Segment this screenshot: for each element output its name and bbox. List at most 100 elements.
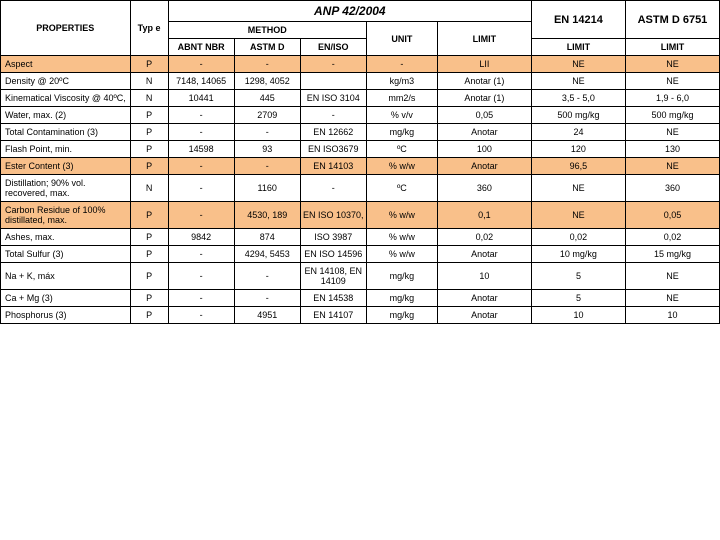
cell-abnt: -: [168, 175, 234, 202]
hdr-limit-en: LIMIT: [531, 39, 625, 56]
hdr-abnt: ABNT NBR: [168, 39, 234, 56]
cell-astmd: 2709: [234, 107, 300, 124]
cell-unit: % w/w: [366, 202, 437, 229]
cell-limit-anp: 0,02: [437, 229, 531, 246]
cell-unit: mg/kg: [366, 307, 437, 324]
cell-property: Distillation; 90% vol. recovered, max.: [1, 175, 131, 202]
cell-unit: kg/m3: [366, 73, 437, 90]
cell-type: P: [130, 141, 168, 158]
cell-property: Aspect: [1, 56, 131, 73]
cell-unit: mm2/s: [366, 90, 437, 107]
cell-property: Density @ 20ºC: [1, 73, 131, 90]
cell-limit-astm: 130: [625, 141, 719, 158]
table-row: Total Contamination (3)P--EN 12662mg/kgA…: [1, 124, 720, 141]
cell-limit-anp: 100: [437, 141, 531, 158]
cell-limit-en: 120: [531, 141, 625, 158]
cell-unit: % w/w: [366, 229, 437, 246]
cell-abnt: -: [168, 158, 234, 175]
cell-limit-anp: 10: [437, 263, 531, 290]
cell-limit-anp: 0,05: [437, 107, 531, 124]
cell-abnt: -: [168, 124, 234, 141]
cell-limit-en: NE: [531, 73, 625, 90]
cell-type: N: [130, 90, 168, 107]
cell-limit-astm: NE: [625, 263, 719, 290]
cell-abnt: -: [168, 107, 234, 124]
cell-abnt: 7148, 14065: [168, 73, 234, 90]
hdr-astm: ASTM D 6751: [625, 1, 719, 39]
table-row: Density @ 20ºCN7148, 140651298, 4052kg/m…: [1, 73, 720, 90]
cell-eniso: EN 14538: [300, 290, 366, 307]
cell-unit: -: [366, 56, 437, 73]
table-row: Phosphorus (3)P-4951EN 14107mg/kgAnotar1…: [1, 307, 720, 324]
cell-abnt: -: [168, 290, 234, 307]
table-row: Na + K, máxP--EN 14108, EN 14109mg/kg105…: [1, 263, 720, 290]
cell-eniso: EN ISO3679: [300, 141, 366, 158]
cell-limit-anp: LII: [437, 56, 531, 73]
cell-unit: mg/kg: [366, 124, 437, 141]
cell-astmd: 1298, 4052: [234, 73, 300, 90]
cell-limit-en: 3,5 - 5,0: [531, 90, 625, 107]
table-row: Ca + Mg (3)P--EN 14538mg/kgAnotar5NE: [1, 290, 720, 307]
table-row: Carbon Residue of 100% distillated, max.…: [1, 202, 720, 229]
cell-type: P: [130, 124, 168, 141]
hdr-properties: PROPERTIES: [1, 1, 131, 56]
cell-limit-astm: 500 mg/kg: [625, 107, 719, 124]
cell-astmd: 874: [234, 229, 300, 246]
cell-type: P: [130, 158, 168, 175]
cell-unit: % w/w: [366, 158, 437, 175]
cell-limit-en: 10: [531, 307, 625, 324]
cell-type: P: [130, 202, 168, 229]
cell-limit-anp: Anotar: [437, 158, 531, 175]
table-header: PROPERTIES Typ e ANP 42/2004 EN 14214 AS…: [1, 1, 720, 56]
cell-type: P: [130, 263, 168, 290]
hdr-astmd: ASTM D: [234, 39, 300, 56]
hdr-anp: ANP 42/2004: [168, 1, 531, 22]
hdr-en14214: EN 14214: [531, 1, 625, 39]
cell-limit-anp: 0,1: [437, 202, 531, 229]
cell-astmd: 93: [234, 141, 300, 158]
cell-limit-astm: NE: [625, 73, 719, 90]
cell-limit-astm: 15 mg/kg: [625, 246, 719, 263]
table-row: Distillation; 90% vol. recovered, max.N-…: [1, 175, 720, 202]
cell-abnt: 9842: [168, 229, 234, 246]
cell-astmd: 4530, 189: [234, 202, 300, 229]
cell-limit-astm: 360: [625, 175, 719, 202]
cell-eniso: [300, 73, 366, 90]
cell-astmd: 445: [234, 90, 300, 107]
hdr-unit: UNIT: [366, 22, 437, 56]
cell-property: Phosphorus (3): [1, 307, 131, 324]
cell-type: P: [130, 307, 168, 324]
cell-property: Na + K, máx: [1, 263, 131, 290]
cell-unit: % w/w: [366, 246, 437, 263]
specs-table: PROPERTIES Typ e ANP 42/2004 EN 14214 AS…: [0, 0, 720, 324]
table-row: Water, max. (2)P-2709-% v/v0,05500 mg/kg…: [1, 107, 720, 124]
cell-eniso: -: [300, 175, 366, 202]
cell-unit: mg/kg: [366, 290, 437, 307]
cell-limit-astm: 0,02: [625, 229, 719, 246]
cell-type: P: [130, 290, 168, 307]
cell-property: Total Sulfur (3): [1, 246, 131, 263]
cell-property: Ester Content (3): [1, 158, 131, 175]
table-row: AspectP----LIINENE: [1, 56, 720, 73]
hdr-limit-astm: LIMIT: [625, 39, 719, 56]
cell-astmd: -: [234, 263, 300, 290]
cell-property: Ashes, max.: [1, 229, 131, 246]
cell-limit-en: 24: [531, 124, 625, 141]
cell-eniso: ISO 3987: [300, 229, 366, 246]
cell-unit: ºC: [366, 141, 437, 158]
cell-astmd: -: [234, 290, 300, 307]
cell-limit-en: 0,02: [531, 229, 625, 246]
cell-property: Carbon Residue of 100% distillated, max.: [1, 202, 131, 229]
table-body: AspectP----LIINENEDensity @ 20ºCN7148, 1…: [1, 56, 720, 324]
hdr-type: Typ e: [130, 1, 168, 56]
cell-type: P: [130, 56, 168, 73]
cell-type: P: [130, 107, 168, 124]
cell-eniso: EN 14108, EN 14109: [300, 263, 366, 290]
cell-limit-en: 10 mg/kg: [531, 246, 625, 263]
cell-limit-astm: 10: [625, 307, 719, 324]
cell-eniso: -: [300, 56, 366, 73]
cell-property: Flash Point, min.: [1, 141, 131, 158]
cell-eniso: EN ISO 10370,: [300, 202, 366, 229]
cell-property: Kinematical Viscosity @ 40ºC,: [1, 90, 131, 107]
cell-limit-astm: 1,9 - 6,0: [625, 90, 719, 107]
